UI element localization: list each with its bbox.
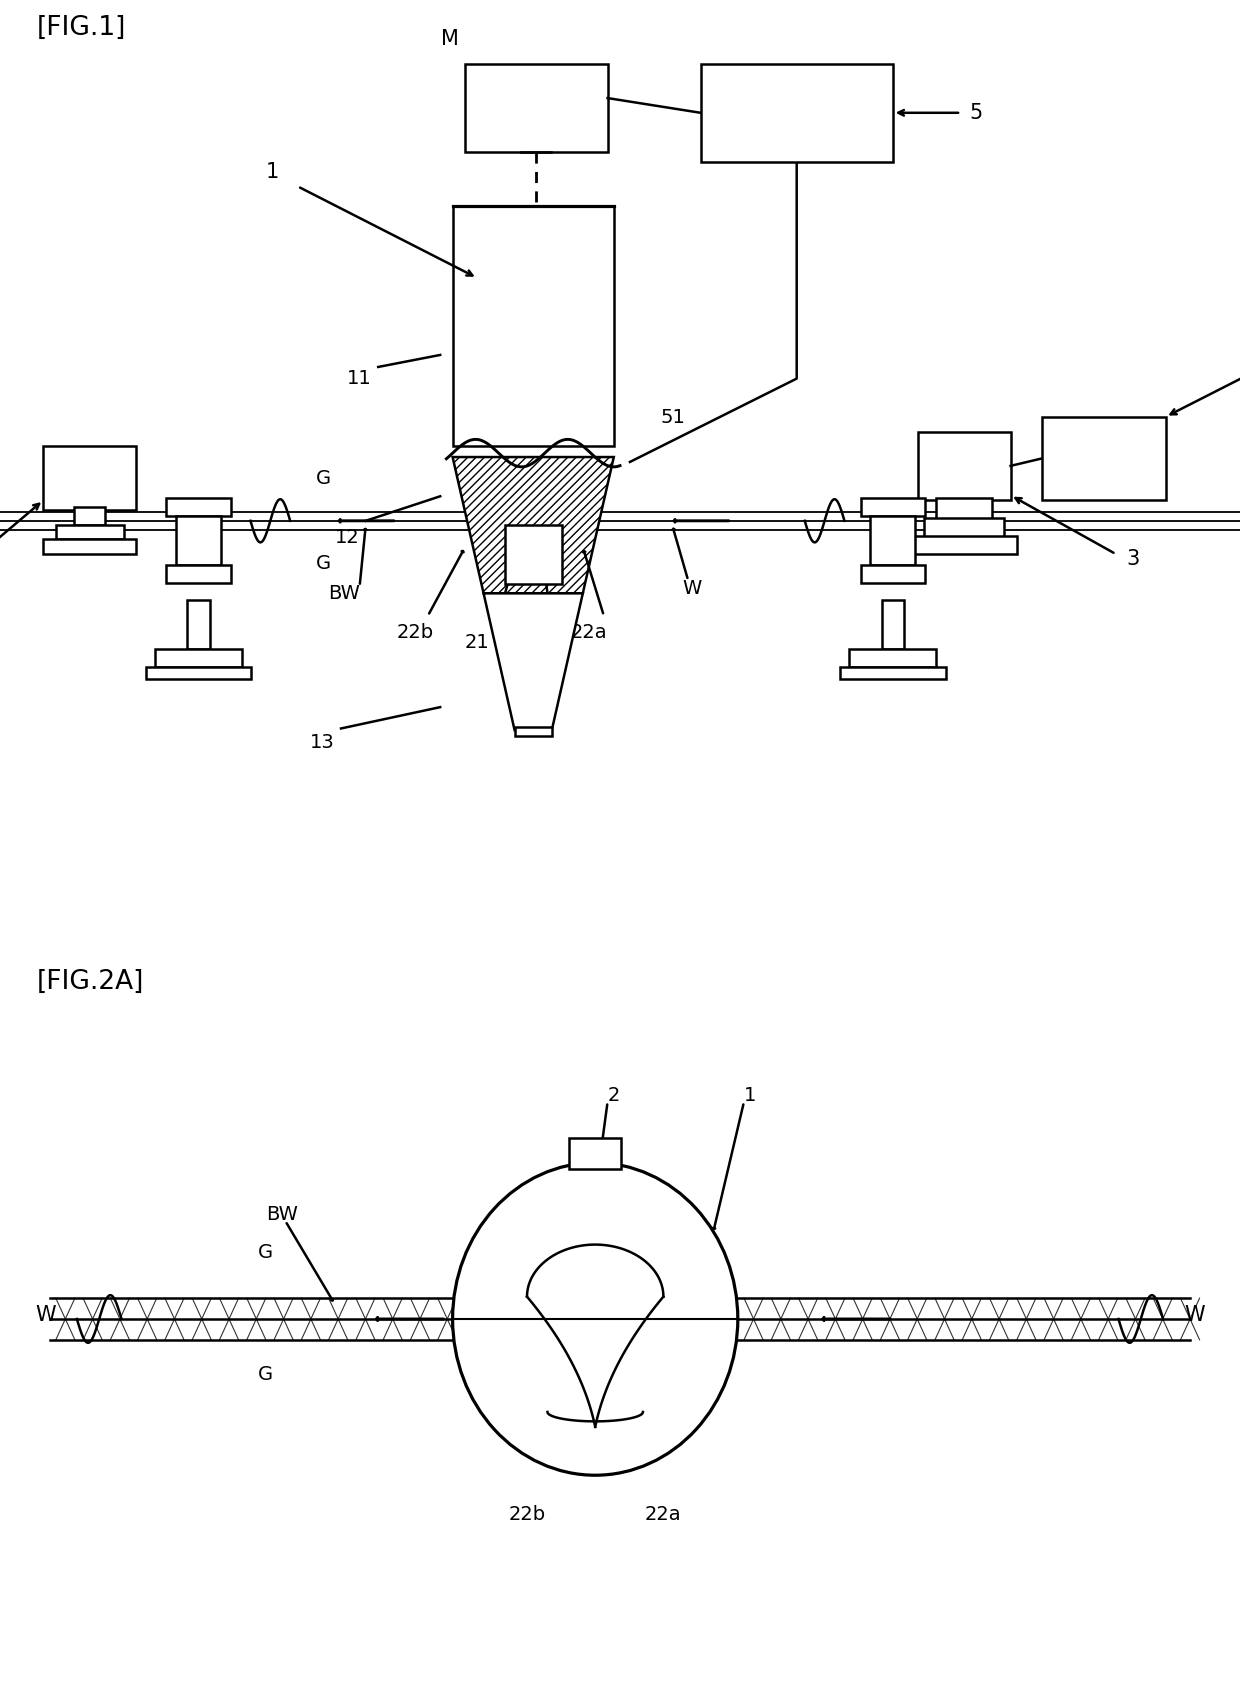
Bar	[870, 516, 915, 565]
Text: W: W	[35, 1305, 56, 1326]
Text: W: W	[682, 578, 702, 599]
Bar	[1042, 416, 1166, 501]
Text: 22a: 22a	[645, 1505, 682, 1524]
Text: BW: BW	[329, 583, 361, 604]
Bar	[74, 507, 105, 524]
Ellipse shape	[453, 1163, 738, 1475]
Text: G: G	[258, 1365, 273, 1385]
Bar	[56, 524, 124, 539]
Bar	[505, 524, 562, 583]
Bar	[453, 206, 614, 446]
Bar	[176, 516, 221, 565]
Bar	[43, 539, 136, 555]
Bar	[882, 600, 904, 649]
Bar	[861, 565, 925, 583]
Text: W: W	[1184, 1305, 1205, 1326]
Bar	[911, 536, 1017, 555]
Text: [FIG.1]: [FIG.1]	[37, 15, 126, 41]
Text: 2: 2	[539, 632, 552, 651]
Text: 22a: 22a	[570, 622, 608, 643]
Bar	[187, 600, 210, 649]
Bar	[924, 517, 1004, 539]
Text: 1: 1	[265, 162, 279, 181]
Bar	[465, 64, 608, 152]
Polygon shape	[484, 594, 583, 731]
Bar	[861, 499, 925, 516]
Text: G: G	[316, 468, 331, 489]
Bar	[936, 499, 992, 519]
Bar	[43, 446, 136, 511]
Bar	[166, 499, 231, 516]
Bar	[701, 64, 893, 162]
Bar	[515, 727, 552, 736]
Text: G: G	[258, 1243, 273, 1261]
Bar	[166, 565, 231, 583]
Text: M: M	[441, 29, 459, 49]
Text: BW: BW	[265, 1206, 298, 1224]
Polygon shape	[453, 457, 614, 594]
Text: 2: 2	[608, 1086, 620, 1106]
Bar	[918, 431, 1011, 501]
Text: 22b: 22b	[397, 622, 434, 643]
Text: 22b: 22b	[508, 1505, 546, 1524]
Text: G: G	[316, 555, 331, 573]
Bar	[155, 649, 242, 666]
Text: 21: 21	[465, 632, 490, 651]
Text: 5: 5	[970, 103, 983, 123]
Text: 51: 51	[661, 408, 686, 428]
Bar	[569, 1138, 621, 1168]
Text: 3: 3	[1126, 550, 1140, 570]
Text: 13: 13	[310, 732, 335, 752]
Text: [FIG.2A]: [FIG.2A]	[37, 969, 145, 996]
Bar	[146, 666, 250, 678]
Bar	[849, 649, 936, 666]
Text: 12: 12	[335, 528, 360, 546]
Text: 11: 11	[347, 369, 372, 389]
Text: 1: 1	[744, 1086, 756, 1106]
Bar	[841, 666, 945, 678]
